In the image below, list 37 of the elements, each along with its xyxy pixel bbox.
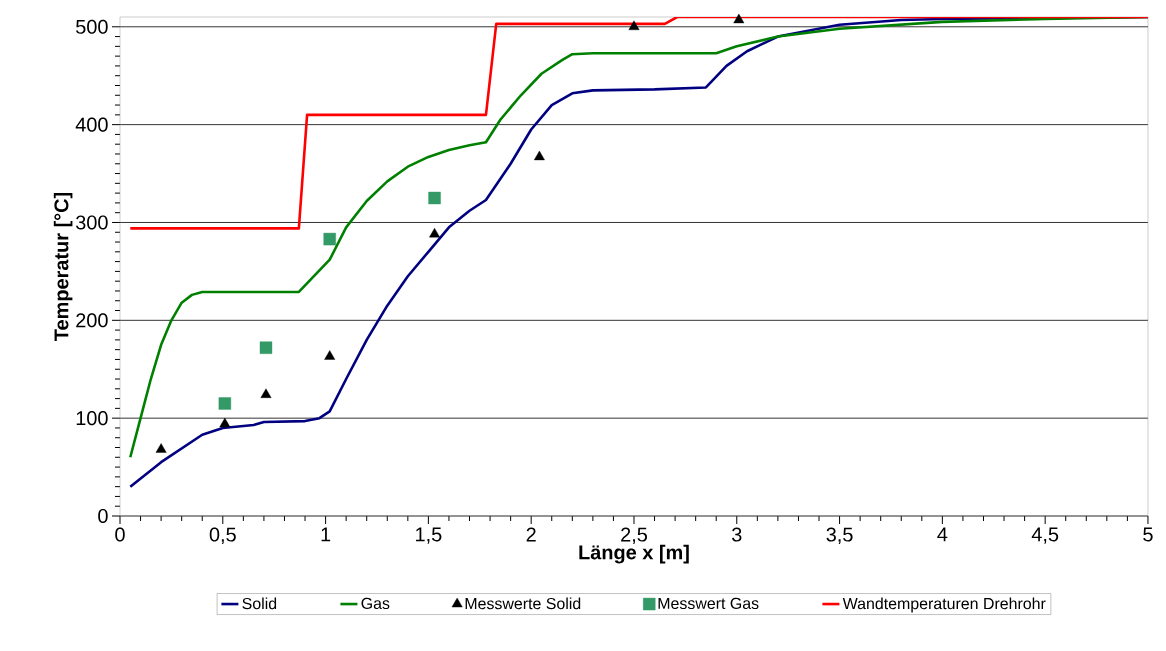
point xyxy=(628,20,640,30)
y-tick-label: 500 xyxy=(76,19,108,34)
x-tick-label: 5 xyxy=(1143,527,1153,542)
point xyxy=(534,150,545,161)
x-tick-label: 3,5 xyxy=(826,527,853,544)
legend-label: Gas xyxy=(361,597,390,610)
y-tick-label: 100 xyxy=(76,411,108,426)
point xyxy=(324,350,336,360)
x-tick-label: 4 xyxy=(937,527,948,542)
legend-label: Messwerte Solid xyxy=(465,597,581,610)
point xyxy=(260,388,272,398)
x-axis-title: Länge x [m] xyxy=(579,544,689,564)
legend-label: Solid xyxy=(242,597,277,610)
point xyxy=(323,232,336,246)
point xyxy=(218,397,232,410)
y-tick-label: 400 xyxy=(75,117,108,132)
x-tick-label: 2 xyxy=(526,527,536,542)
point xyxy=(259,341,273,354)
y-tick-label: 0 xyxy=(98,508,108,524)
point xyxy=(155,443,167,453)
x-tick-label: 4,5 xyxy=(1031,527,1059,544)
point xyxy=(428,191,441,205)
point xyxy=(429,228,440,238)
x-tick-label: 0 xyxy=(115,527,125,542)
x-tick-label: 0,5 xyxy=(209,527,236,544)
y-tick-label: 200 xyxy=(76,313,108,328)
x-tick-label: 1,5 xyxy=(416,527,442,544)
x-tick-label: 1 xyxy=(321,527,331,542)
y-axis-title: Temperatur [°C] xyxy=(53,192,73,341)
legend-label: Messwert Gas xyxy=(658,597,759,610)
x-tick-label: 2,5 xyxy=(621,527,647,544)
point xyxy=(733,13,745,24)
legend-label: Wandtemperaturen Drehrohr xyxy=(842,597,1046,613)
line-series xyxy=(128,17,1148,230)
y-tick-label: 300 xyxy=(76,215,108,230)
point xyxy=(219,417,231,428)
x-tick-label: 3 xyxy=(732,527,742,542)
